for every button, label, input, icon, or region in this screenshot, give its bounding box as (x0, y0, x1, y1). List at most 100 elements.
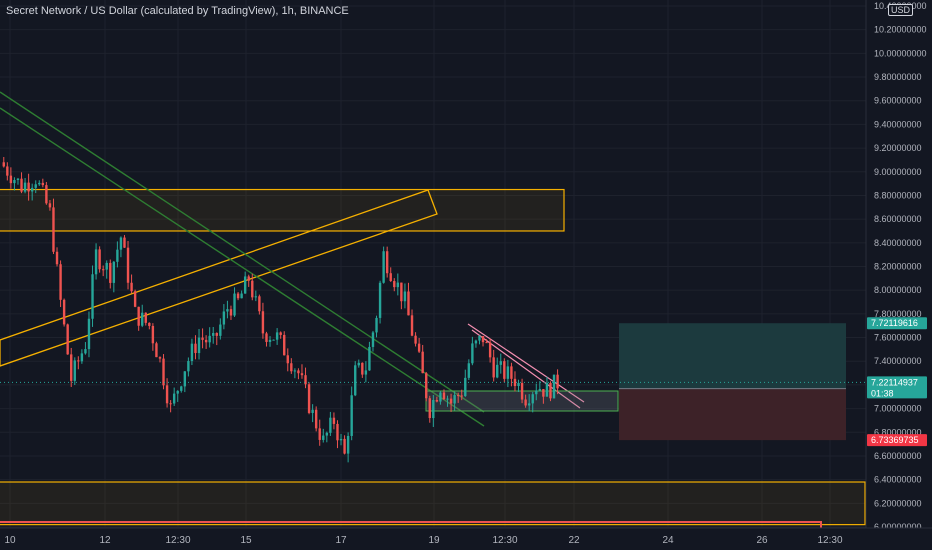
candle-body (307, 384, 311, 413)
candle-body (151, 325, 155, 344)
candle-body (105, 262, 108, 270)
candle-body (297, 370, 300, 374)
candle-body (403, 291, 407, 302)
support-resistance-zone (0, 188, 565, 232)
candle-body (552, 374, 556, 399)
candle-body (20, 178, 23, 192)
candle-body (162, 358, 165, 386)
candle-body (279, 332, 282, 335)
candle-body (66, 324, 69, 355)
candle-body (229, 309, 233, 316)
candle-body (194, 343, 197, 354)
candle-body (38, 182, 41, 185)
ascending-channel (0, 189, 438, 367)
candle-body (421, 351, 424, 374)
candle-body (2, 162, 5, 167)
candle-body (240, 293, 243, 299)
time-tick-label: 12:30 (165, 535, 190, 546)
target-price-tag-text: 7.72119616 (871, 318, 918, 328)
candle-body (410, 315, 414, 336)
trend-line-upper (0, 91, 485, 413)
candle-body (361, 362, 364, 375)
price-tick-label: 6.00000000 (874, 522, 922, 532)
stop-price-tag-text: 6.73369735 (871, 435, 919, 445)
bottom-red-line (0, 521, 822, 528)
price-axis[interactable]: 10.4000000010.2000000010.000000009.80000… (865, 0, 932, 550)
candle-body (314, 409, 318, 429)
candle-body (6, 166, 9, 176)
candle-body (503, 361, 506, 379)
candle-body (453, 395, 456, 404)
price-tick-label: 6.60000000 (874, 451, 922, 461)
time-axis[interactable]: 10 12 12:30 15 17 19 12:30 22 24 26 12:30 (0, 527, 932, 550)
candle-body (158, 357, 162, 359)
candle-body (407, 291, 410, 316)
candle-body (236, 293, 240, 299)
price-tags: 7.721196166.733697357.168985067.22114937… (867, 317, 927, 447)
stop-price-tag (867, 434, 927, 447)
candle-body (432, 400, 435, 419)
candle-body (368, 346, 371, 371)
candle-body (137, 306, 140, 326)
chart-overlays[interactable] (0, 323, 866, 441)
candle-body (474, 340, 478, 344)
current-price-tag-text: 7.22114937 (871, 377, 918, 387)
candle-body (414, 335, 417, 344)
candle-body (293, 370, 297, 372)
candle-body (268, 339, 272, 342)
candle-body (467, 363, 471, 378)
time-tick-label: 24 (662, 535, 674, 546)
candle-body (556, 374, 559, 389)
chart-drawings[interactable] (0, 91, 866, 528)
time-axis-background (0, 528, 932, 550)
candle-body (400, 282, 403, 302)
candle-body (442, 392, 446, 400)
candle-body (542, 389, 545, 397)
time-tick-label: 10 (4, 535, 16, 546)
candle-body (254, 296, 258, 298)
candle-body (513, 378, 517, 387)
price-tick-label: 7.60000000 (874, 333, 922, 343)
candle-body (382, 251, 385, 283)
candle-body (531, 394, 534, 404)
currency-button[interactable]: USD (888, 4, 914, 16)
candle-body (439, 392, 442, 402)
candle-body (190, 343, 194, 362)
candle-body (272, 339, 275, 341)
candle-body (517, 382, 520, 387)
candle-body (183, 371, 187, 387)
current-price-tag (867, 376, 927, 399)
candle-body (41, 182, 45, 186)
candle-body (247, 276, 250, 281)
wedge-line-upper (467, 323, 585, 403)
candle-body (449, 398, 453, 404)
candle-body (524, 399, 527, 406)
price-tick-label: 8.80000000 (874, 190, 922, 200)
candle-body (233, 293, 236, 316)
candle-body (48, 203, 52, 208)
trend-line-lower (0, 107, 485, 427)
candle-body (485, 342, 488, 344)
price-tick-label: 8.20000000 (874, 262, 922, 272)
candle-body (176, 390, 179, 394)
candle-body (425, 373, 428, 399)
candle-body (396, 282, 400, 288)
candle-body (59, 264, 62, 300)
time-tick-label: 22 (568, 535, 580, 546)
candle-body (222, 311, 226, 325)
candle-body (212, 333, 215, 336)
candle-body (471, 343, 474, 364)
candle-body (258, 296, 261, 312)
candle-body (197, 337, 201, 354)
candle-body (357, 362, 360, 366)
candle-body (34, 184, 37, 188)
price-tick-label: 6.40000000 (874, 475, 922, 485)
price-tick-label: 9.40000000 (874, 119, 922, 129)
candle-body (290, 363, 293, 372)
candle-body (275, 332, 279, 340)
candle-body (538, 389, 542, 391)
candle-body (172, 393, 176, 404)
price-tick-label: 9.60000000 (874, 96, 922, 106)
